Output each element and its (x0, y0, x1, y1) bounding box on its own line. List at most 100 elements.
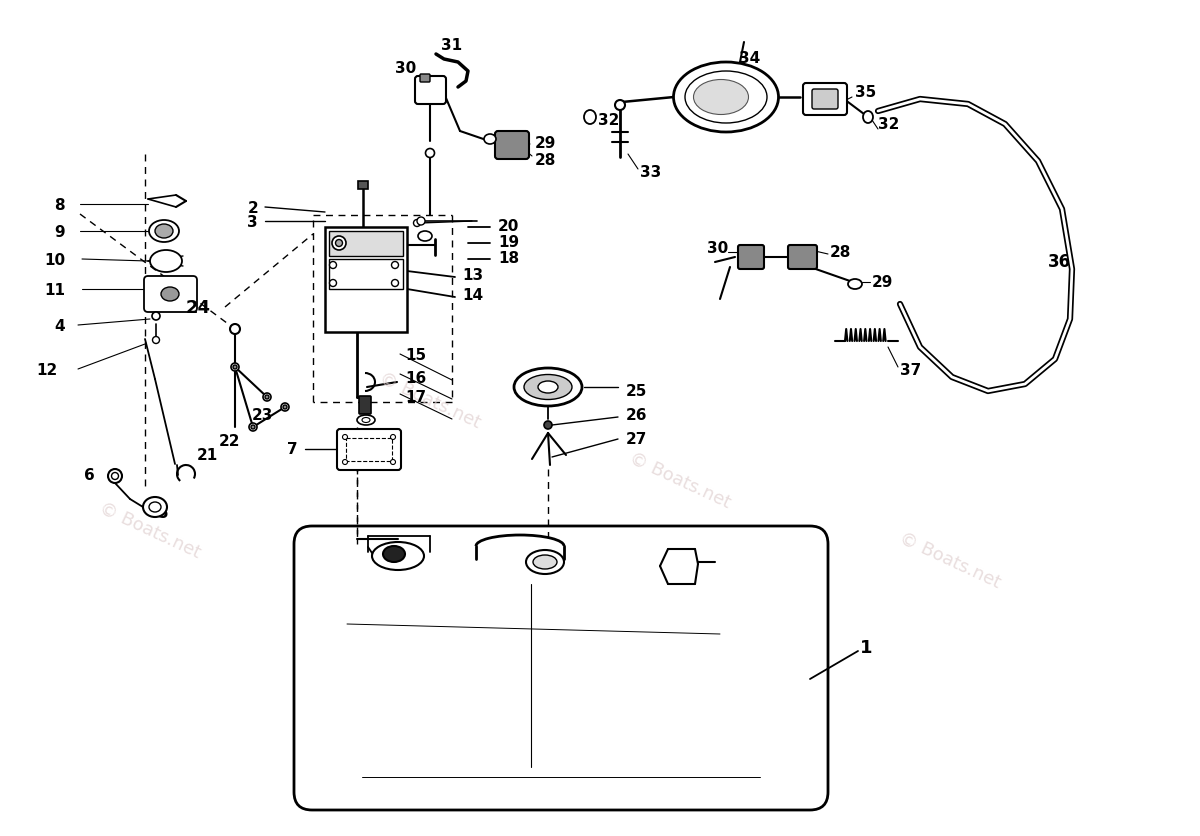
Text: © Boats.net: © Boats.net (96, 498, 204, 561)
Ellipse shape (161, 288, 179, 302)
Text: 8: 8 (54, 197, 65, 212)
Ellipse shape (149, 221, 179, 242)
Ellipse shape (685, 72, 767, 124)
FancyBboxPatch shape (294, 527, 828, 810)
Ellipse shape (332, 237, 346, 251)
Text: 30: 30 (707, 240, 728, 255)
Ellipse shape (391, 280, 398, 287)
Text: 19: 19 (498, 234, 520, 249)
Text: 25: 25 (626, 384, 647, 399)
Text: 28: 28 (535, 152, 557, 167)
Text: 15: 15 (406, 347, 426, 362)
Text: 33: 33 (640, 165, 661, 179)
Ellipse shape (544, 421, 552, 430)
Text: 11: 11 (44, 283, 65, 297)
Ellipse shape (342, 460, 348, 465)
Ellipse shape (514, 369, 582, 406)
Ellipse shape (233, 365, 238, 370)
Ellipse shape (524, 375, 572, 400)
Text: 9: 9 (54, 224, 65, 239)
Ellipse shape (251, 426, 256, 430)
Ellipse shape (848, 280, 862, 289)
Text: 36: 36 (1048, 252, 1072, 271)
Text: 3: 3 (247, 214, 258, 229)
Ellipse shape (263, 394, 271, 401)
FancyBboxPatch shape (803, 84, 847, 116)
Ellipse shape (484, 135, 496, 145)
Ellipse shape (538, 381, 558, 394)
Text: 2: 2 (247, 201, 258, 215)
Text: 24: 24 (186, 298, 210, 317)
Ellipse shape (383, 547, 406, 563)
Ellipse shape (418, 217, 425, 226)
Ellipse shape (616, 101, 625, 111)
Text: 16: 16 (406, 370, 426, 385)
Text: 31: 31 (442, 38, 462, 53)
Ellipse shape (112, 473, 119, 480)
Ellipse shape (155, 225, 173, 239)
Ellipse shape (418, 232, 432, 242)
Text: 4: 4 (54, 319, 65, 333)
Ellipse shape (250, 424, 257, 431)
Text: 37: 37 (900, 362, 922, 377)
Text: © Boats.net: © Boats.net (896, 528, 1003, 591)
Ellipse shape (362, 418, 370, 423)
Text: 13: 13 (462, 268, 484, 283)
Ellipse shape (533, 555, 557, 569)
Ellipse shape (108, 470, 122, 483)
Text: 34: 34 (739, 50, 761, 65)
Ellipse shape (372, 543, 424, 570)
Ellipse shape (230, 324, 240, 334)
Ellipse shape (673, 63, 779, 133)
FancyBboxPatch shape (812, 90, 838, 110)
Text: 5: 5 (157, 505, 168, 520)
Ellipse shape (232, 364, 239, 371)
Text: 26: 26 (626, 408, 648, 423)
FancyBboxPatch shape (325, 227, 407, 333)
Text: 21: 21 (197, 448, 218, 463)
FancyBboxPatch shape (420, 75, 430, 83)
Ellipse shape (265, 395, 269, 400)
FancyBboxPatch shape (329, 232, 403, 257)
FancyBboxPatch shape (346, 438, 392, 461)
FancyBboxPatch shape (329, 260, 403, 289)
Ellipse shape (330, 280, 336, 287)
Ellipse shape (390, 435, 396, 440)
Text: 32: 32 (598, 112, 619, 127)
Ellipse shape (342, 435, 348, 440)
Text: © Boats.net: © Boats.net (377, 368, 484, 431)
Ellipse shape (330, 263, 336, 269)
Text: 27: 27 (626, 432, 647, 447)
Ellipse shape (152, 337, 160, 344)
Ellipse shape (281, 404, 289, 411)
Text: 29: 29 (872, 274, 893, 289)
Text: 12: 12 (37, 362, 58, 377)
Ellipse shape (526, 550, 564, 574)
FancyBboxPatch shape (496, 132, 529, 160)
Ellipse shape (358, 415, 376, 426)
Text: 29: 29 (535, 135, 557, 150)
Text: 1: 1 (859, 638, 872, 656)
Ellipse shape (283, 405, 287, 410)
Ellipse shape (149, 502, 161, 512)
FancyBboxPatch shape (337, 430, 401, 471)
Ellipse shape (584, 111, 596, 125)
FancyBboxPatch shape (359, 396, 371, 415)
Text: 22: 22 (218, 434, 240, 449)
Text: 35: 35 (856, 84, 876, 99)
Text: 32: 32 (878, 116, 899, 131)
Text: 23: 23 (251, 407, 272, 422)
Text: 30: 30 (395, 60, 416, 75)
Text: 20: 20 (498, 218, 520, 233)
Text: 14: 14 (462, 287, 484, 302)
Ellipse shape (414, 220, 420, 227)
FancyBboxPatch shape (358, 181, 368, 190)
FancyBboxPatch shape (144, 277, 197, 313)
Ellipse shape (694, 80, 749, 115)
Ellipse shape (391, 263, 398, 269)
Ellipse shape (336, 240, 342, 247)
FancyBboxPatch shape (788, 246, 817, 270)
Ellipse shape (390, 460, 396, 465)
Ellipse shape (426, 150, 434, 158)
Ellipse shape (152, 313, 160, 321)
